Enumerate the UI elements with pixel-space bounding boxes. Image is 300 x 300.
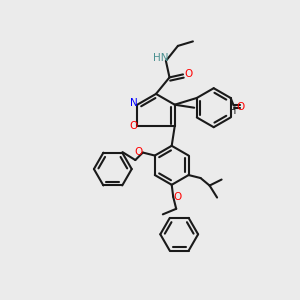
Text: HN: HN	[153, 53, 168, 64]
Text: H: H	[229, 106, 237, 116]
Text: O: O	[184, 69, 192, 79]
Text: O: O	[135, 147, 143, 157]
Text: O: O	[174, 192, 182, 202]
Text: N: N	[130, 98, 138, 108]
Text: O: O	[236, 102, 244, 112]
Text: O: O	[129, 121, 137, 131]
